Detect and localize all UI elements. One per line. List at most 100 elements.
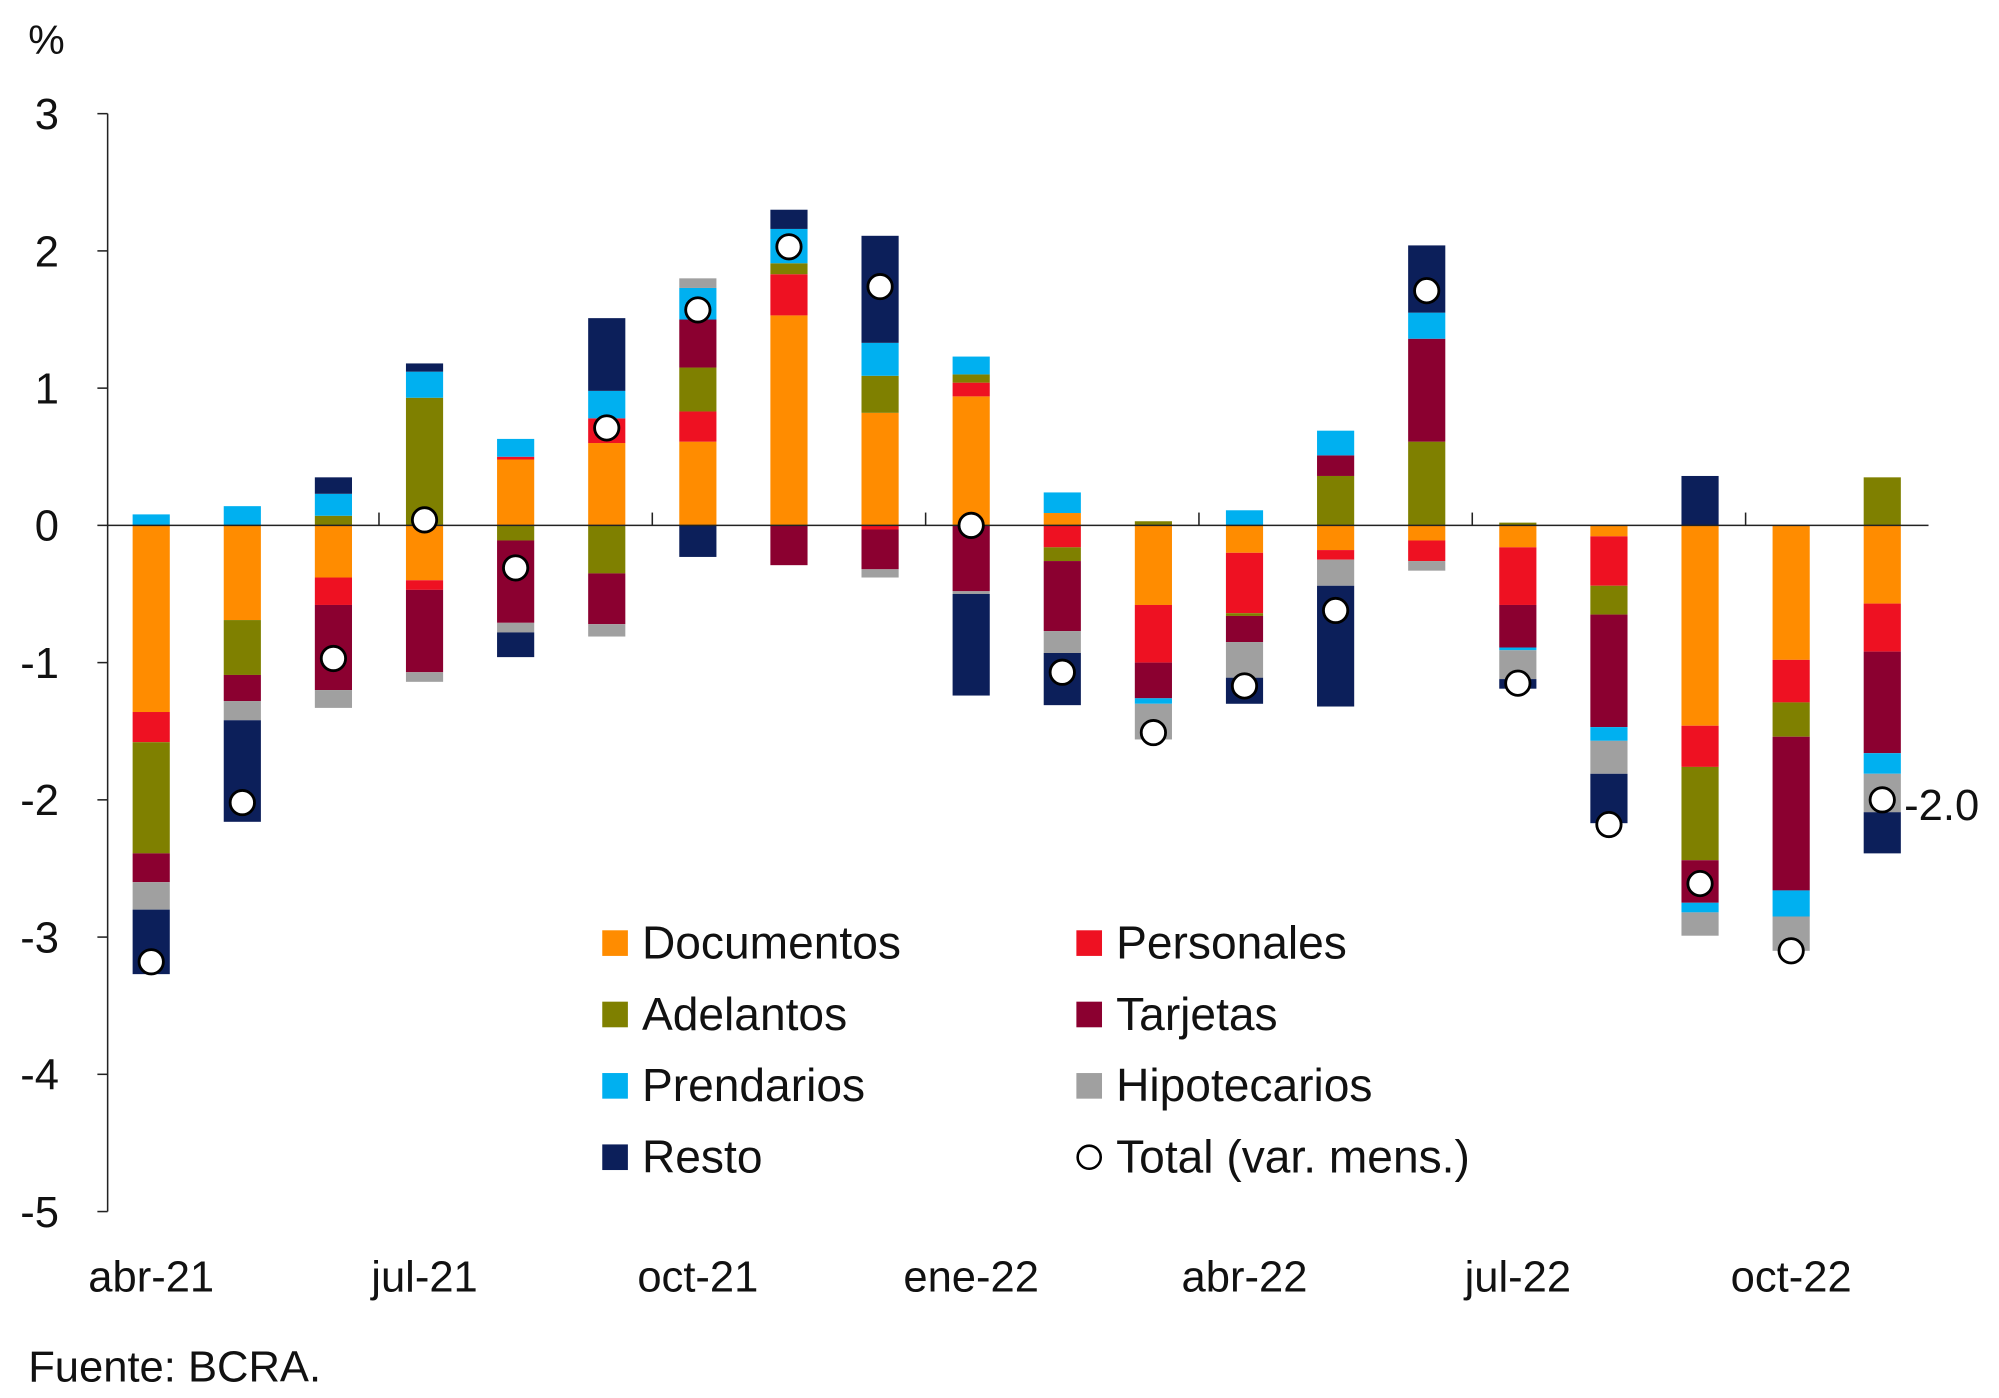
legend-label: Adelantos	[642, 988, 847, 1040]
bar-segment-adelantos	[1317, 475, 1355, 526]
bar-segment-documentos	[952, 396, 990, 526]
bar-segment-adelantos	[1499, 522, 1537, 526]
bar-segment-documentos	[1134, 525, 1172, 605]
bar-segment-personales	[1134, 604, 1172, 663]
bar-segment-prendarios	[1590, 727, 1628, 741]
y-axis-unit-label: %	[28, 17, 64, 63]
bar-segment-tarjetas	[1408, 338, 1446, 442]
bar-segment-tarjetas	[1225, 615, 1264, 643]
bar-segment-personales	[1681, 725, 1719, 767]
total-marker	[1868, 786, 1896, 814]
bar-segment-personales	[314, 577, 353, 605]
bar-segment-adelantos	[223, 620, 261, 675]
bar-segment-tarjetas	[497, 540, 535, 623]
bar-segment-documentos	[223, 525, 261, 621]
bar-segment-adelantos	[497, 525, 535, 541]
bar-segment-adelantos	[1863, 477, 1901, 526]
bar-segment-documentos	[405, 525, 444, 581]
bar-segment-hipotecarios	[952, 591, 990, 594]
bar-segment-prendarios	[132, 514, 170, 526]
legend-swatch-adelantos	[602, 1001, 628, 1028]
bar-segment-documentos	[588, 443, 626, 526]
bar-segment-personales	[1863, 603, 1901, 652]
x-axis: abr-21 jul-21 oct-21 ene-22 abr-22 jul-22 oct-…	[88, 512, 1929, 1302]
total-marker	[502, 554, 530, 582]
total-marker	[319, 644, 348, 673]
x-tick-label: oct-22	[1731, 1254, 1852, 1302]
y-tick-label: -5	[20, 1189, 59, 1237]
bar-segment-adelantos	[861, 375, 899, 413]
bar-segment-hipotecarios	[223, 701, 261, 721]
bar-segment-resto	[1681, 475, 1719, 526]
bar-segment-prendarios	[1225, 510, 1264, 526]
bar-segment-adelantos	[314, 515, 353, 526]
bar-segment-adelantos	[1134, 521, 1172, 526]
bar-segment-personales	[1225, 552, 1264, 614]
bar-segment-adelantos	[132, 742, 170, 854]
bar-segment-personales	[1043, 525, 1081, 548]
bar-segment-prendarios	[861, 342, 899, 376]
legend-label: Hipotecarios	[1116, 1059, 1372, 1111]
bar-segment-hipotecarios	[405, 672, 444, 682]
bar-segment-resto	[1863, 812, 1901, 854]
legend-swatch-total	[1076, 1144, 1103, 1171]
bar-segment-tarjetas	[770, 525, 808, 566]
bar-segment-personales	[679, 411, 717, 442]
bar-segment-resto	[405, 363, 444, 372]
bar-segment-tarjetas	[588, 573, 626, 625]
bar-segment-tarjetas	[679, 319, 717, 368]
bar-segment-tarjetas	[861, 529, 899, 570]
bar-segment-tarjetas	[1499, 604, 1537, 648]
bar-segment-tarjetas	[1134, 662, 1172, 699]
bar-segment-tarjetas	[405, 589, 444, 673]
legend-label: Personales	[1116, 916, 1347, 968]
bar-segment-hipotecarios	[588, 624, 626, 637]
bar-segment-personales	[770, 274, 808, 316]
bar-segment-hipotecarios	[679, 278, 717, 288]
bar-segment-tarjetas	[223, 674, 261, 702]
bar-segment-personales	[497, 456, 535, 460]
bar-segment-prendarios	[952, 356, 990, 375]
total-marker	[684, 296, 712, 324]
bar-segment-resto	[588, 318, 626, 391]
bar-segment-prendarios	[1317, 430, 1355, 456]
legend-swatch-documentos	[602, 930, 628, 956]
bar-segment-resto	[952, 593, 990, 696]
bar-segment-documentos	[861, 412, 899, 526]
bar-segment-hipotecarios	[1043, 631, 1081, 654]
bar-segment-documentos	[1863, 525, 1901, 604]
y-tick-label: 2	[35, 228, 59, 276]
total-marker	[775, 233, 803, 261]
legend-swatch-resto	[602, 1144, 628, 1171]
bar-segment-adelantos	[952, 374, 990, 383]
bar-segment-adelantos	[1772, 702, 1810, 737]
y-axis: 3 2 1 0 -1 -2 -3 -4 -5	[20, 91, 109, 1237]
bar-segment-personales	[132, 712, 170, 743]
legend-label: Documentos	[642, 916, 901, 968]
total-marker	[228, 789, 256, 817]
bar-segment-resto	[497, 632, 535, 658]
total-marker	[593, 414, 621, 442]
total-marker	[1322, 596, 1350, 625]
bar-segment-prendarios	[1863, 753, 1901, 774]
total-marker	[137, 948, 165, 976]
bar-segment-prendarios	[1408, 312, 1446, 339]
total-marker	[1048, 658, 1076, 686]
bar-segment-prendarios	[588, 390, 626, 419]
bar-segment-personales	[861, 525, 899, 530]
bar-segment-prendarios	[1499, 647, 1537, 651]
bar-segment-adelantos	[1043, 547, 1081, 562]
y-tick-label: 0	[35, 503, 59, 551]
bar-segment-adelantos	[770, 263, 808, 275]
legend-swatch-personales	[1076, 930, 1103, 956]
bar-segment-resto	[314, 477, 353, 494]
bar-segment-tarjetas	[1043, 561, 1081, 632]
x-tick-label: jul-21	[369, 1254, 478, 1302]
bar-segment-resto	[770, 209, 808, 229]
bar-segment-adelantos	[405, 397, 444, 526]
y-tick-label: -4	[20, 1052, 59, 1100]
legend-label: Total (var. mens.)	[1116, 1131, 1470, 1183]
bar-segment-hipotecarios	[1681, 912, 1719, 936]
total-marker	[1139, 719, 1167, 747]
